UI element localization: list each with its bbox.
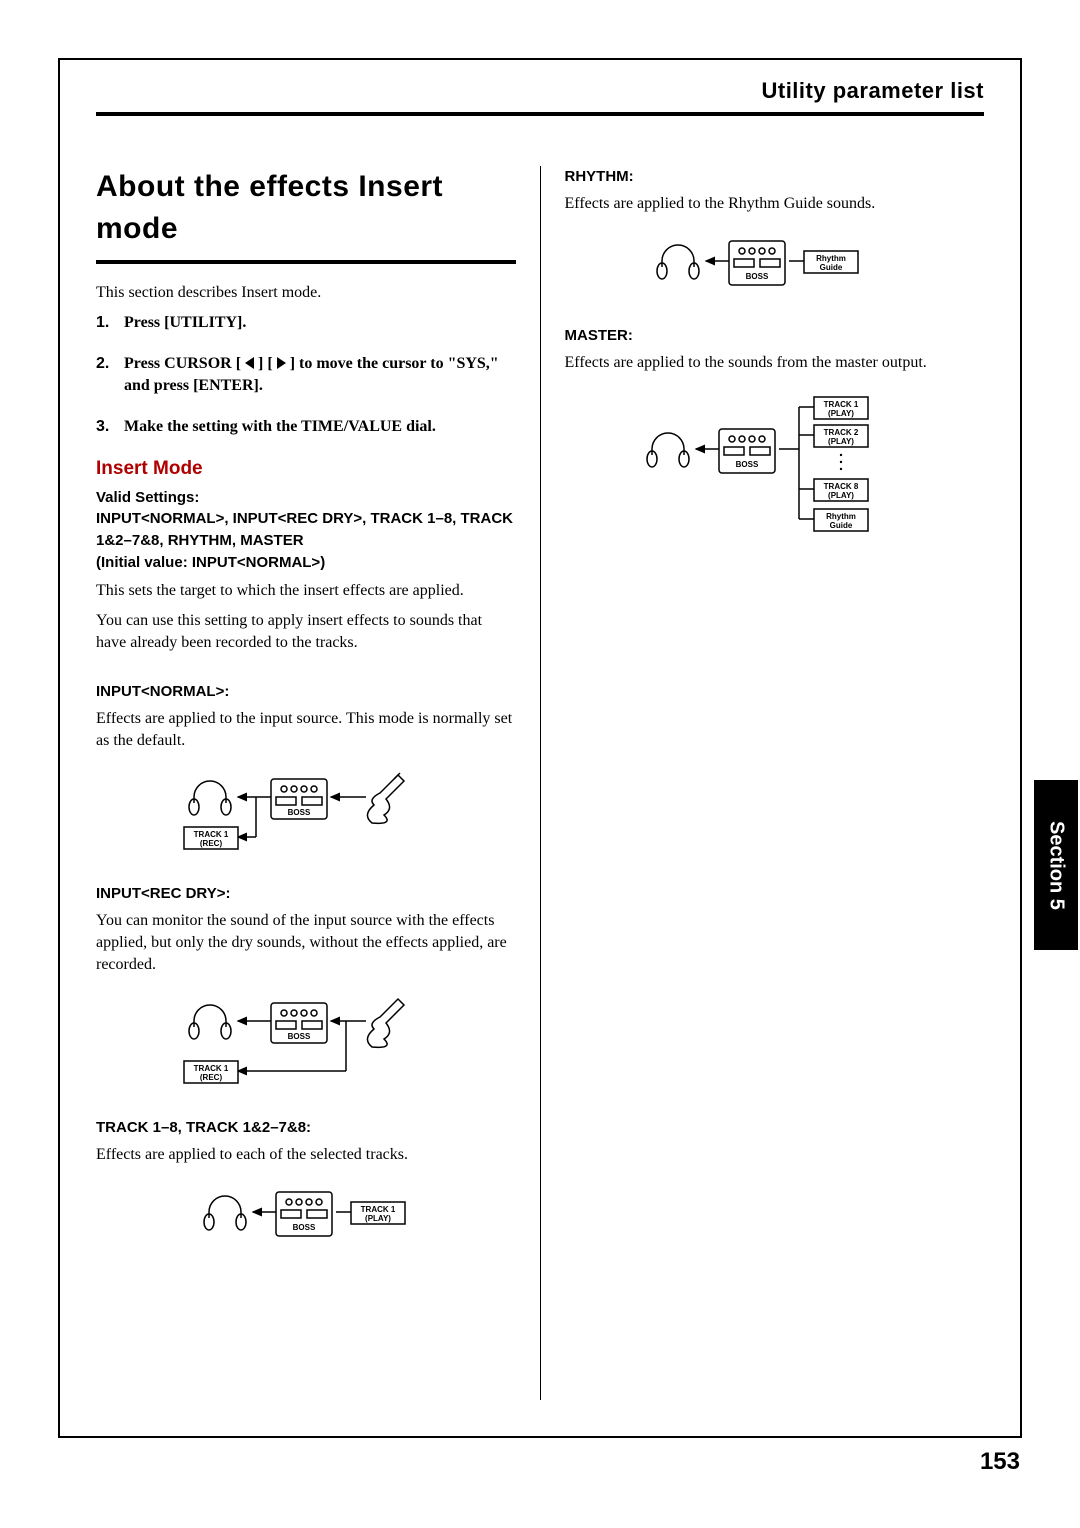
insert-desc-2: You can use this setting to apply insert… — [96, 610, 516, 655]
right-column: RHYTHM: Effects are applied to the Rhyth… — [540, 166, 985, 1400]
section-tab: Section 5 — [1034, 780, 1078, 950]
svg-text:BOSS: BOSS — [292, 1223, 315, 1232]
track-label: TRACK 1 — [360, 1205, 395, 1214]
mode-recdry-label: INPUT<REC DRY>: — [96, 883, 516, 904]
t8a: TRACK 8 — [824, 482, 859, 491]
intro-text: This section describes Insert mode. — [96, 282, 516, 304]
step-3: 3. Make the setting with the TIME/VALUE … — [96, 416, 516, 438]
two-column-layout: About the effects Insert mode This secti… — [96, 166, 984, 1400]
diagram-recdry: BOSS TRACK 1 (REC) — [96, 991, 516, 1091]
track-sub: (REC) — [200, 1073, 223, 1082]
mode-track-body: Effects are applied to each of the selec… — [96, 1144, 516, 1166]
mode-recdry-body: You can monitor the sound of the input s… — [96, 910, 516, 977]
page-number: 153 — [980, 1448, 1020, 1476]
mode-input-normal-label: INPUT<NORMAL>: — [96, 681, 516, 702]
rhythm-label-2: Guide — [820, 263, 843, 272]
mode-master-label: MASTER: — [565, 325, 985, 346]
track-sub: (REC) — [200, 839, 223, 848]
cursor-left-icon — [245, 357, 254, 369]
page-frame: Utility parameter list About the effects… — [58, 58, 1022, 1438]
r1: Rhythm — [826, 512, 856, 521]
step-text: Press CURSOR [ ] [ ] to move the cursor … — [124, 353, 516, 398]
svg-text:BOSS: BOSS — [736, 460, 759, 469]
main-heading: About the effects Insert mode — [96, 166, 516, 264]
t2a: TRACK 2 — [824, 428, 859, 437]
valid-settings-body: INPUT<NORMAL>, INPUT<REC DRY>, TRACK 1–8… — [96, 508, 516, 552]
step-number: 2. — [96, 353, 124, 398]
step-text: Press [UTILITY]. — [124, 312, 246, 334]
step2-pre: Press CURSOR [ — [124, 355, 245, 372]
track-label: TRACK 1 — [193, 830, 228, 839]
mode-rhythm-label: RHYTHM: — [565, 166, 985, 187]
track-label: TRACK 1 — [193, 1064, 228, 1073]
diagram-master: BOSS TRACK 1 (PLAY) TRACK 2 (PLAY) — [565, 389, 985, 539]
svg-text:BOSS: BOSS — [746, 272, 769, 281]
insert-mode-heading: Insert Mode — [96, 456, 516, 483]
t2b: (PLAY) — [828, 437, 854, 446]
diagram-rhythm: BOSS Rhythm Guide — [565, 229, 985, 299]
step-number: 3. — [96, 416, 124, 438]
track-sub: (PLAY) — [365, 1214, 391, 1223]
header-title: Utility parameter list — [96, 78, 984, 116]
r2: Guide — [830, 521, 853, 530]
step-text: Make the setting with the TIME/VALUE dia… — [124, 416, 436, 438]
diagram-input-normal: BOSS TRACK 1 (REC) — [96, 767, 516, 857]
step-2: 2. Press CURSOR [ ] [ ] to move the curs… — [96, 353, 516, 398]
left-column: About the effects Insert mode This secti… — [96, 166, 540, 1400]
mode-track-label: TRACK 1–8, TRACK 1&2–7&8: — [96, 1117, 516, 1138]
insert-desc-1: This sets the target to which the insert… — [96, 580, 516, 602]
cursor-right-icon — [277, 357, 286, 369]
diagram-track: BOSS TRACK 1 (PLAY) — [96, 1180, 516, 1250]
t1b: (PLAY) — [828, 409, 854, 418]
t1a: TRACK 1 — [824, 400, 859, 409]
valid-settings-label: Valid Settings: — [96, 487, 516, 509]
svg-text:BOSS: BOSS — [287, 1032, 310, 1041]
step-number: 1. — [96, 312, 124, 334]
step-1: 1. Press [UTILITY]. — [96, 312, 516, 334]
initial-value: (Initial value: INPUT<NORMAL>) — [96, 552, 516, 574]
t8b: (PLAY) — [828, 491, 854, 500]
mode-master-body: Effects are applied to the sounds from t… — [565, 352, 985, 374]
rhythm-label-1: Rhythm — [816, 254, 846, 263]
mode-input-normal-body: Effects are applied to the input source.… — [96, 708, 516, 753]
svg-text:BOSS: BOSS — [287, 808, 310, 817]
mode-rhythm-body: Effects are applied to the Rhythm Guide … — [565, 193, 985, 215]
